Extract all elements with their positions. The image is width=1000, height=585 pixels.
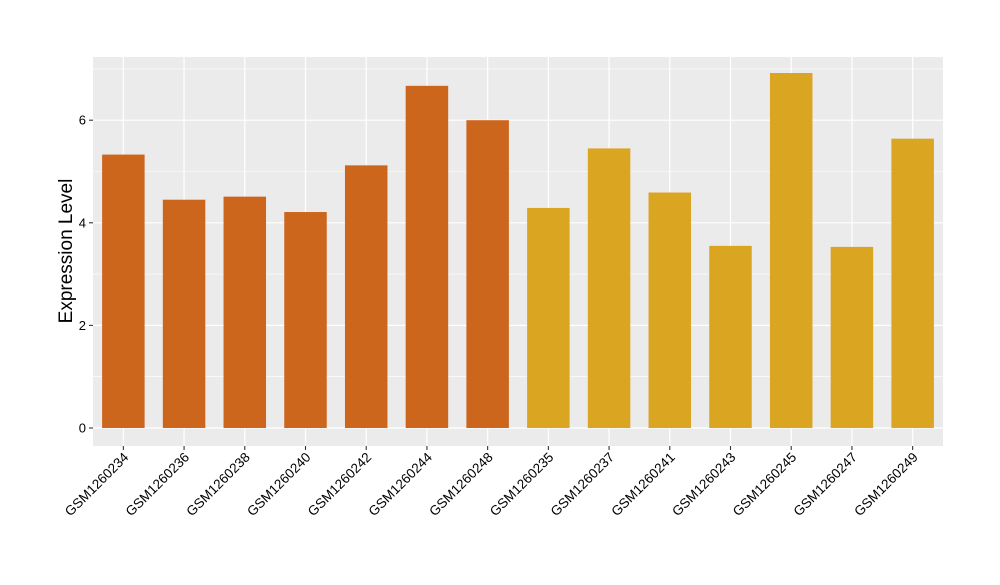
bars bbox=[102, 73, 934, 429]
bar-GSM1260245 bbox=[769, 73, 813, 428]
y-tick-label: 4 bbox=[79, 215, 86, 230]
bar-GSM1260241 bbox=[648, 192, 692, 428]
x-tick-label: GSM1260245 bbox=[730, 450, 800, 520]
x-tick-label: GSM1260242 bbox=[305, 450, 375, 520]
bar-GSM1260244 bbox=[405, 85, 449, 428]
bar-GSM1260237 bbox=[587, 148, 631, 429]
x-tick-label: GSM1260237 bbox=[548, 450, 618, 520]
x-tick-label: GSM1260234 bbox=[62, 449, 132, 519]
y-axis: 0 2 4 6 bbox=[79, 113, 93, 436]
y-axis-label: Expression Level bbox=[56, 179, 77, 324]
x-tick-label: GSM1260249 bbox=[851, 450, 921, 520]
bar-GSM1260249 bbox=[891, 138, 934, 428]
bar-GSM1260236 bbox=[162, 199, 206, 428]
x-tick-label: GSM1260241 bbox=[608, 450, 678, 520]
bar-GSM1260248 bbox=[466, 120, 509, 428]
y-tick-label: 2 bbox=[79, 318, 86, 333]
bar-GSM1260240 bbox=[284, 212, 327, 428]
x-tick-label: GSM1260236 bbox=[123, 450, 193, 520]
bar-GSM1260243 bbox=[709, 245, 752, 428]
bar-GSM1260242 bbox=[344, 165, 388, 428]
bar-GSM1260247 bbox=[830, 246, 874, 428]
bar-GSM1260234 bbox=[102, 154, 145, 429]
x-tick-label: GSM1260235 bbox=[487, 450, 557, 520]
plot-panel bbox=[93, 57, 943, 446]
x-tick-label: GSM1260238 bbox=[183, 450, 253, 520]
bar-GSM1260235 bbox=[527, 207, 570, 428]
x-tick-label: GSM1260243 bbox=[669, 450, 739, 520]
x-axis: GSM1260234GSM1260236GSM1260238GSM1260240… bbox=[62, 446, 921, 519]
y-tick-label: 0 bbox=[79, 421, 86, 436]
x-tick-label: GSM1260240 bbox=[244, 450, 314, 520]
bar-GSM1260238 bbox=[223, 196, 267, 428]
x-tick-label: GSM1260248 bbox=[426, 450, 496, 520]
y-tick-label: 6 bbox=[79, 113, 86, 128]
x-tick-label: GSM1260244 bbox=[366, 449, 436, 519]
x-tick-label: GSM1260247 bbox=[791, 450, 861, 520]
